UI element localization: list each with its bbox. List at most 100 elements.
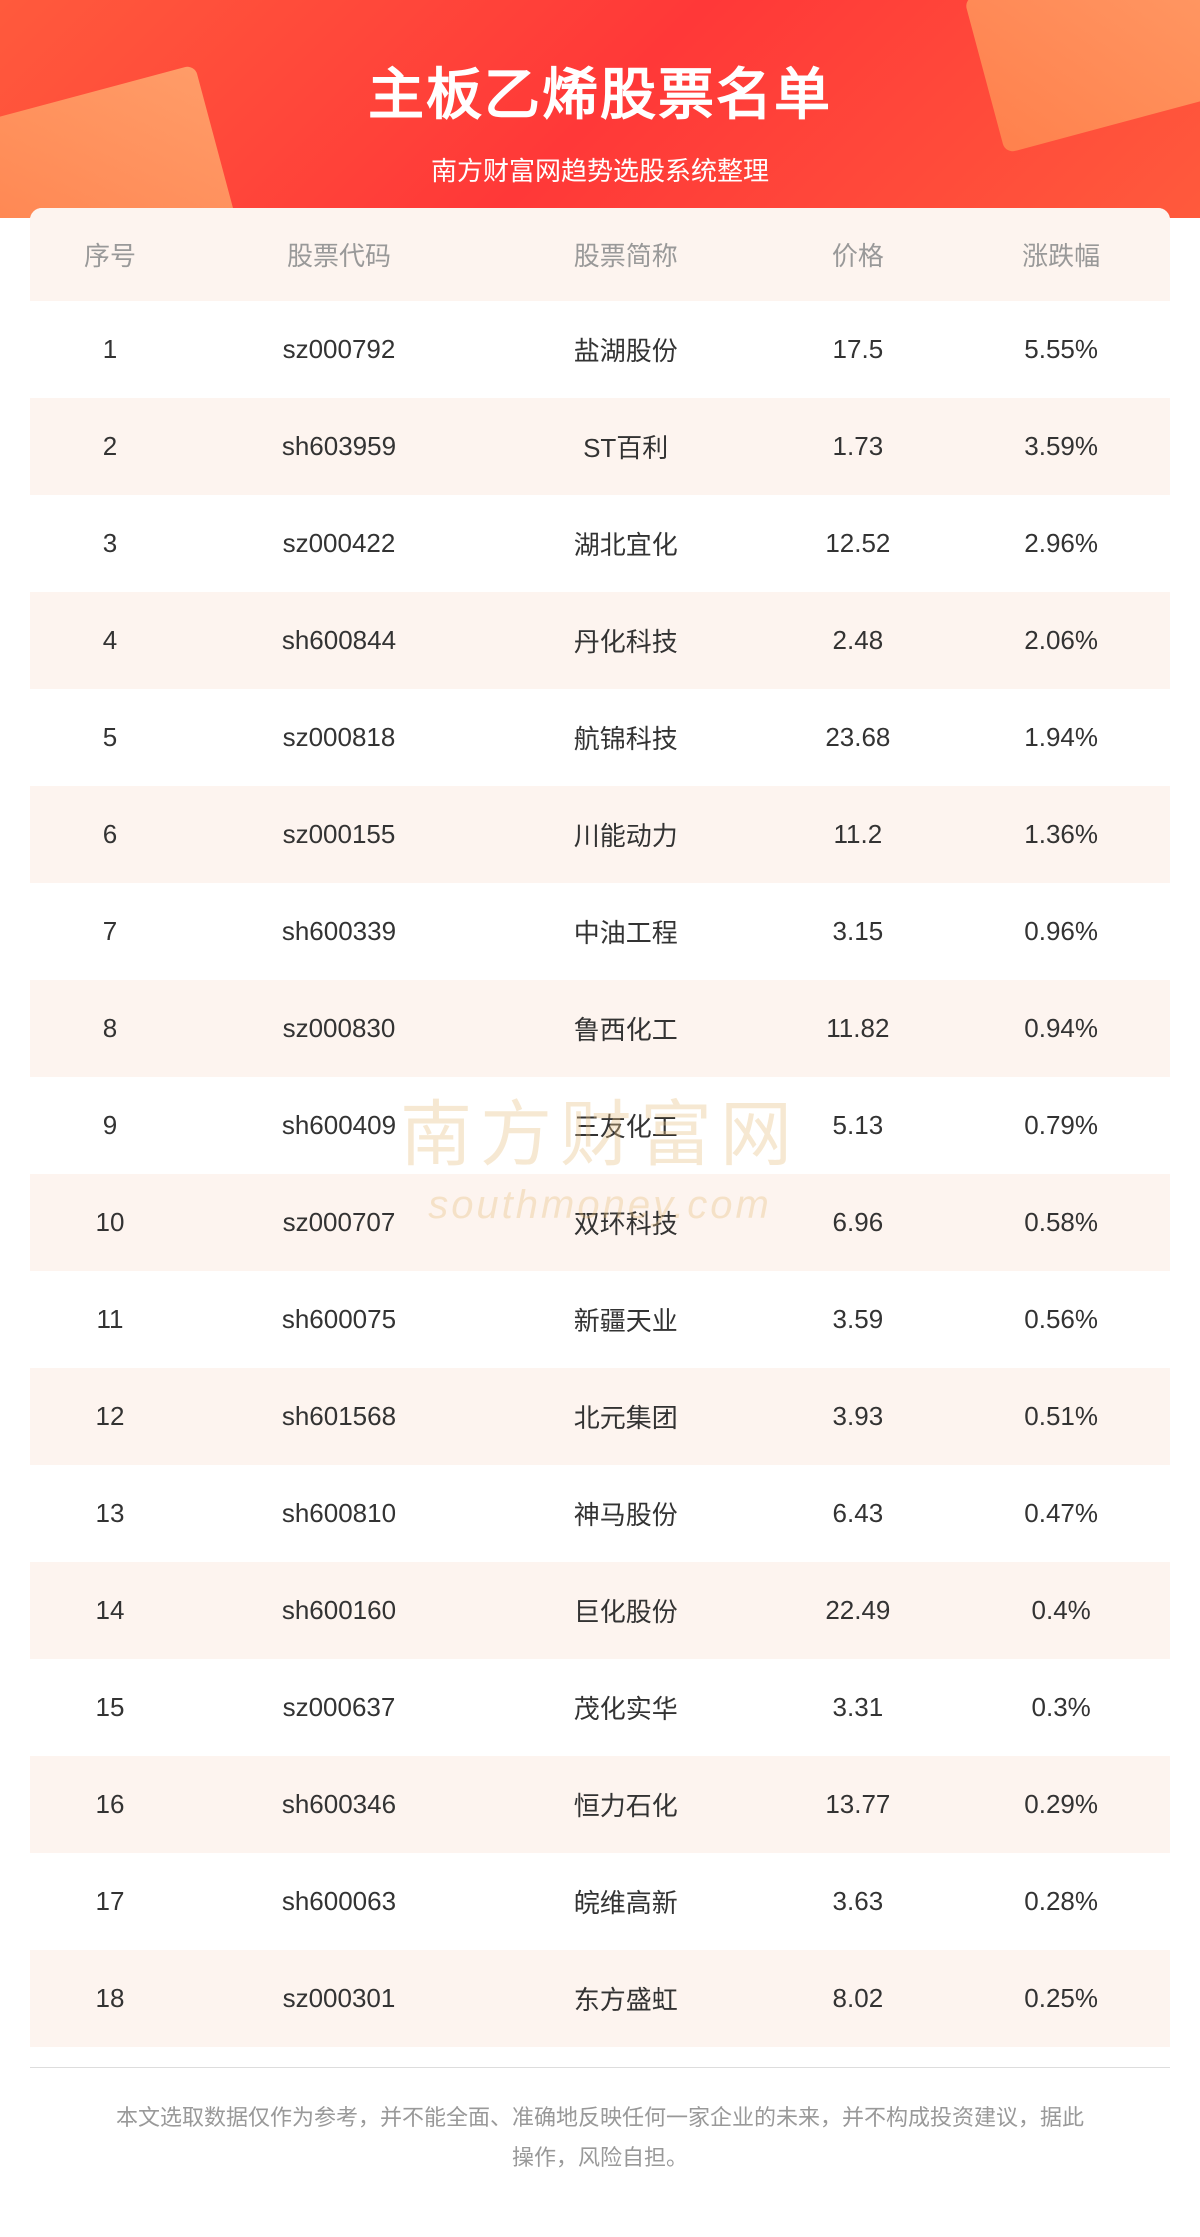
cell-code: sh600339 xyxy=(190,883,488,980)
col-change: 涨跌幅 xyxy=(952,208,1170,301)
cell-name: 三友化工 xyxy=(488,1077,763,1174)
cell-name: 中油工程 xyxy=(488,883,763,980)
cell-price: 11.82 xyxy=(763,980,952,1077)
page-header: 主板乙烯股票名单 南方财富网趋势选股系统整理 xyxy=(0,0,1200,218)
cell-code: sh600160 xyxy=(190,1562,488,1659)
cell-seq: 16 xyxy=(30,1756,190,1853)
table-row: 16sh600346恒力石化13.770.29% xyxy=(30,1756,1170,1853)
table-row: 14sh600160巨化股份22.490.4% xyxy=(30,1562,1170,1659)
cell-price: 3.63 xyxy=(763,1853,952,1950)
table-body: 1sz000792盐湖股份17.55.55%2sh603959ST百利1.733… xyxy=(30,301,1170,2047)
cell-price: 23.68 xyxy=(763,689,952,786)
cell-seq: 6 xyxy=(30,786,190,883)
cell-price: 6.96 xyxy=(763,1174,952,1271)
cell-price: 11.2 xyxy=(763,786,952,883)
cell-change: 0.51% xyxy=(952,1368,1170,1465)
cell-code: sh600409 xyxy=(190,1077,488,1174)
cell-price: 12.52 xyxy=(763,495,952,592)
cell-price: 3.31 xyxy=(763,1659,952,1756)
table-row: 10sz000707双环科技6.960.58% xyxy=(30,1174,1170,1271)
cell-name: 茂化实华 xyxy=(488,1659,763,1756)
table-row: 3sz000422湖北宜化12.522.96% xyxy=(30,495,1170,592)
cell-change: 0.28% xyxy=(952,1853,1170,1950)
cell-code: sh600346 xyxy=(190,1756,488,1853)
cell-name: 鲁西化工 xyxy=(488,980,763,1077)
cell-name: ST百利 xyxy=(488,398,763,495)
stock-table: 序号 股票代码 股票简称 价格 涨跌幅 1sz000792盐湖股份17.55.5… xyxy=(30,208,1170,2047)
cell-code: sh600063 xyxy=(190,1853,488,1950)
col-code: 股票代码 xyxy=(190,208,488,301)
cell-change: 0.96% xyxy=(952,883,1170,980)
cell-seq: 1 xyxy=(30,301,190,398)
page-subtitle: 南方财富网趋势选股系统整理 xyxy=(30,151,1170,188)
table-row: 17sh600063皖维高新3.630.28% xyxy=(30,1853,1170,1950)
col-seq: 序号 xyxy=(30,208,190,301)
table-row: 6sz000155川能动力11.21.36% xyxy=(30,786,1170,883)
cell-change: 0.56% xyxy=(952,1271,1170,1368)
cell-price: 17.5 xyxy=(763,301,952,398)
cell-change: 0.58% xyxy=(952,1174,1170,1271)
cell-price: 1.73 xyxy=(763,398,952,495)
cell-name: 新疆天业 xyxy=(488,1271,763,1368)
cell-price: 3.15 xyxy=(763,883,952,980)
cell-code: sz000707 xyxy=(190,1174,488,1271)
cell-change: 0.79% xyxy=(952,1077,1170,1174)
cell-name: 巨化股份 xyxy=(488,1562,763,1659)
cell-name: 川能动力 xyxy=(488,786,763,883)
table-container: 南方财富网 southmoney.com 序号 股票代码 股票简称 价格 涨跌幅… xyxy=(0,208,1200,2047)
cell-change: 2.06% xyxy=(952,592,1170,689)
cell-code: sz000792 xyxy=(190,301,488,398)
table-row: 2sh603959ST百利1.733.59% xyxy=(30,398,1170,495)
cell-code: sz000637 xyxy=(190,1659,488,1756)
col-name: 股票简称 xyxy=(488,208,763,301)
cell-code: sh600844 xyxy=(190,592,488,689)
disclaimer-text: 本文选取数据仅作为参考，并不能全面、准确地反映任何一家企业的未来，并不构成投资建… xyxy=(110,2098,1090,2177)
cell-seq: 3 xyxy=(30,495,190,592)
cell-name: 恒力石化 xyxy=(488,1756,763,1853)
cell-price: 3.93 xyxy=(763,1368,952,1465)
cell-seq: 7 xyxy=(30,883,190,980)
cell-change: 0.4% xyxy=(952,1562,1170,1659)
cell-price: 2.48 xyxy=(763,592,952,689)
cell-seq: 10 xyxy=(30,1174,190,1271)
cell-change: 3.59% xyxy=(952,398,1170,495)
table-row: 15sz000637茂化实华3.310.3% xyxy=(30,1659,1170,1756)
cell-seq: 14 xyxy=(30,1562,190,1659)
cell-price: 5.13 xyxy=(763,1077,952,1174)
cell-code: sz000301 xyxy=(190,1950,488,2047)
cell-name: 东方盛虹 xyxy=(488,1950,763,2047)
cell-change: 0.47% xyxy=(952,1465,1170,1562)
cell-seq: 17 xyxy=(30,1853,190,1950)
table-row: 11sh600075新疆天业3.590.56% xyxy=(30,1271,1170,1368)
cell-code: sh601568 xyxy=(190,1368,488,1465)
cell-name: 皖维高新 xyxy=(488,1853,763,1950)
cell-seq: 5 xyxy=(30,689,190,786)
cell-change: 1.94% xyxy=(952,689,1170,786)
cell-seq: 2 xyxy=(30,398,190,495)
cell-change: 0.29% xyxy=(952,1756,1170,1853)
cell-name: 双环科技 xyxy=(488,1174,763,1271)
table-wrapper: 南方财富网 southmoney.com 序号 股票代码 股票简称 价格 涨跌幅… xyxy=(30,208,1170,2047)
table-row: 4sh600844丹化科技2.482.06% xyxy=(30,592,1170,689)
cell-name: 丹化科技 xyxy=(488,592,763,689)
page-footer: 本文选取数据仅作为参考，并不能全面、准确地反映任何一家企业的未来，并不构成投资建… xyxy=(30,2067,1170,2237)
cell-price: 8.02 xyxy=(763,1950,952,2047)
cell-code: sh600075 xyxy=(190,1271,488,1368)
cell-code: sz000422 xyxy=(190,495,488,592)
cell-name: 北元集团 xyxy=(488,1368,763,1465)
cell-seq: 4 xyxy=(30,592,190,689)
table-row: 13sh600810神马股份6.430.47% xyxy=(30,1465,1170,1562)
cell-change: 1.36% xyxy=(952,786,1170,883)
cell-price: 13.77 xyxy=(763,1756,952,1853)
table-row: 1sz000792盐湖股份17.55.55% xyxy=(30,301,1170,398)
cell-change: 5.55% xyxy=(952,301,1170,398)
cell-seq: 12 xyxy=(30,1368,190,1465)
table-row: 18sz000301东方盛虹8.020.25% xyxy=(30,1950,1170,2047)
page-title: 主板乙烯股票名单 xyxy=(30,50,1170,131)
table-row: 12sh601568北元集团3.930.51% xyxy=(30,1368,1170,1465)
cell-code: sz000818 xyxy=(190,689,488,786)
cell-code: sz000155 xyxy=(190,786,488,883)
table-row: 7sh600339中油工程3.150.96% xyxy=(30,883,1170,980)
cell-code: sh600810 xyxy=(190,1465,488,1562)
cell-name: 航锦科技 xyxy=(488,689,763,786)
